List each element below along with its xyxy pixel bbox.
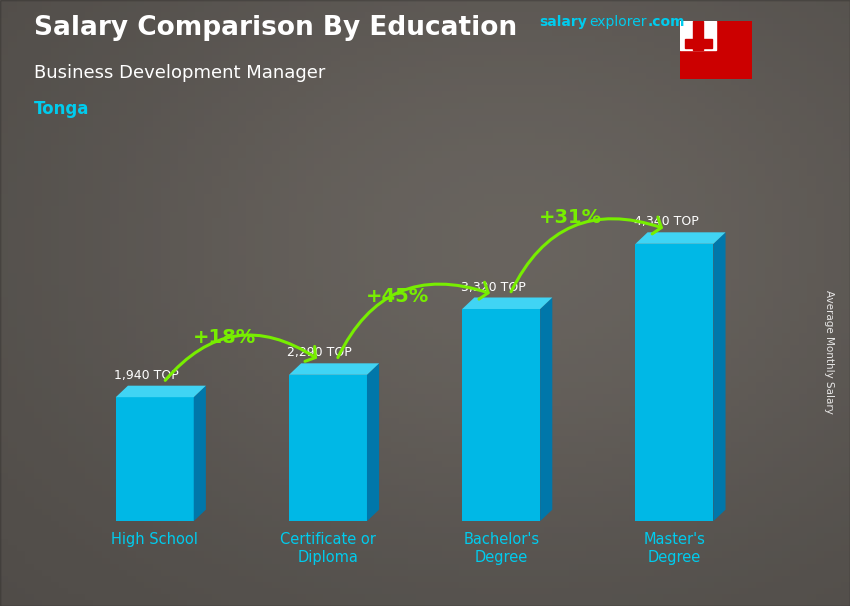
Polygon shape xyxy=(289,375,367,521)
Text: Tonga: Tonga xyxy=(34,100,89,118)
Polygon shape xyxy=(367,364,379,521)
Text: salary: salary xyxy=(540,15,587,29)
Polygon shape xyxy=(289,364,379,375)
Bar xyxy=(680,21,716,50)
Polygon shape xyxy=(116,385,206,397)
Polygon shape xyxy=(194,385,206,521)
Polygon shape xyxy=(462,309,541,521)
Polygon shape xyxy=(636,232,726,244)
Text: 4,340 TOP: 4,340 TOP xyxy=(634,216,699,228)
Text: Business Development Manager: Business Development Manager xyxy=(34,64,326,82)
Polygon shape xyxy=(541,298,552,521)
Text: +31%: +31% xyxy=(539,208,602,227)
Bar xyxy=(684,39,711,48)
Bar xyxy=(693,21,704,50)
Text: 2,290 TOP: 2,290 TOP xyxy=(287,347,352,359)
Text: .com: .com xyxy=(648,15,685,29)
Polygon shape xyxy=(116,397,194,521)
Polygon shape xyxy=(636,244,713,521)
Text: 1,940 TOP: 1,940 TOP xyxy=(114,369,178,382)
Text: Salary Comparison By Education: Salary Comparison By Education xyxy=(34,15,517,41)
Polygon shape xyxy=(713,232,726,521)
Text: 3,320 TOP: 3,320 TOP xyxy=(461,281,525,294)
Text: +45%: +45% xyxy=(366,287,429,306)
Text: Average Monthly Salary: Average Monthly Salary xyxy=(824,290,834,413)
Polygon shape xyxy=(462,298,552,309)
Text: +18%: +18% xyxy=(192,328,256,347)
Text: explorer: explorer xyxy=(589,15,647,29)
